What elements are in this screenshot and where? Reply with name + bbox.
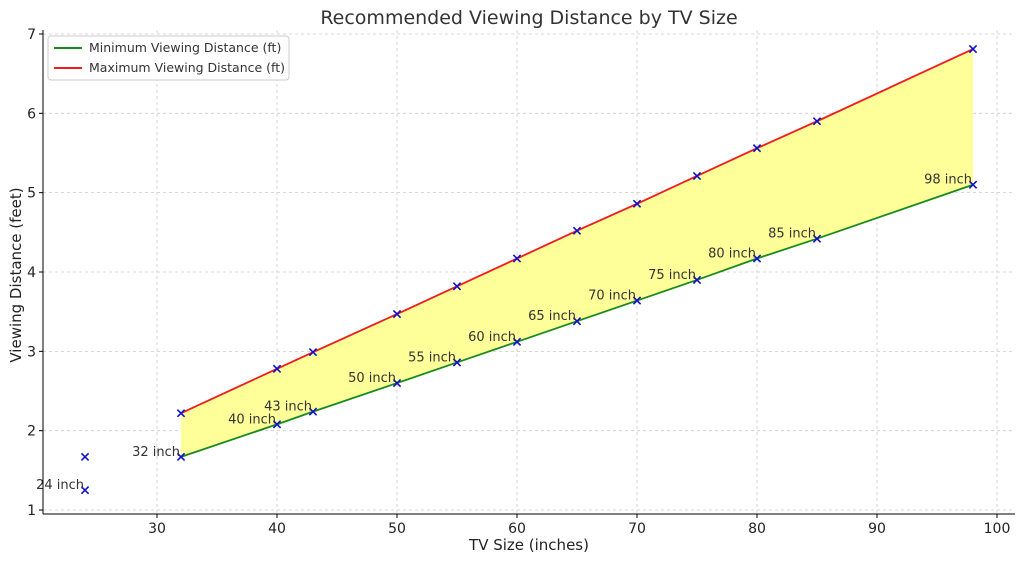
chart-title: Recommended Viewing Distance by TV Size — [320, 7, 737, 29]
data-point-marker — [272, 364, 282, 373]
data-point-marker — [308, 407, 318, 416]
data-point-marker — [452, 358, 462, 367]
point-label: 98 inch — [924, 173, 972, 188]
data-point-marker — [752, 144, 762, 153]
data-point-marker — [308, 347, 318, 357]
data-point-marker — [968, 180, 978, 189]
y-tick-label: 7 — [27, 27, 36, 43]
data-point-marker — [572, 317, 582, 326]
x-tick-label: 70 — [628, 521, 646, 537]
x-tick-label: 30 — [148, 521, 166, 537]
data-point-marker — [572, 226, 582, 235]
x-tick-label: 40 — [268, 521, 286, 537]
y-tick-label: 6 — [27, 106, 36, 122]
data-point-marker — [692, 171, 702, 181]
point-label: 75 inch — [648, 268, 696, 283]
data-point-marker — [80, 486, 90, 495]
point-label: 40 inch — [228, 412, 276, 427]
data-point-marker — [632, 296, 642, 305]
data-point-marker — [452, 282, 462, 291]
data-point-marker — [176, 409, 186, 418]
series-line-minimum — [180, 183, 974, 458]
legend: Minimum Viewing Distance (ft) Maximum Vi… — [47, 35, 290, 81]
series-lines — [180, 48, 974, 458]
x-tick-label: 50 — [388, 521, 406, 537]
data-point-marker — [812, 117, 822, 126]
legend-label-maximum: Maximum Viewing Distance (ft) — [89, 60, 285, 75]
point-label: 55 inch — [408, 350, 456, 365]
data-point-marker — [392, 309, 402, 319]
point-label: 24 inch — [36, 478, 84, 493]
data-point-marker — [632, 199, 642, 208]
data-point-marker — [272, 420, 282, 429]
point-label: 70 inch — [588, 289, 636, 304]
data-point-marker — [968, 44, 978, 54]
x-tick-label: 60 — [508, 521, 526, 537]
x-tick-label: 100 — [984, 521, 1011, 537]
legend-box — [47, 35, 290, 81]
data-point-marker — [752, 254, 762, 263]
series-line-maximum — [180, 48, 974, 415]
point-label: 50 inch — [348, 371, 396, 386]
point-label: 85 inch — [768, 227, 816, 242]
point-label: 65 inch — [528, 309, 576, 324]
y-tick-label: 5 — [27, 186, 36, 202]
data-point-marker — [392, 378, 402, 388]
y-tick-label: 3 — [27, 344, 36, 360]
range-fill — [181, 49, 973, 457]
data-point-marker — [512, 337, 522, 346]
y-tick-label: 2 — [27, 424, 36, 440]
data-point-marker — [176, 452, 186, 462]
point-label: 60 inch — [468, 330, 516, 345]
x-tick-label: 80 — [748, 521, 766, 537]
x-axis-label: TV Size (inches) — [468, 536, 589, 554]
data-point-marker — [80, 452, 90, 462]
tick-labels: 30 40 50 60 70 80 90 100 1 2 3 4 5 6 7 — [27, 27, 1010, 537]
data-point-marker — [512, 254, 522, 263]
data-markers — [80, 44, 978, 495]
point-label: 43 inch — [264, 400, 312, 415]
point-label: 80 inch — [708, 247, 756, 262]
point-label: 32 inch — [132, 445, 180, 460]
data-point-marker — [692, 275, 702, 285]
y-axis-label: Viewing Distance (feet) — [7, 187, 25, 362]
legend-label-minimum: Minimum Viewing Distance (ft) — [89, 40, 281, 55]
y-tick-label: 4 — [27, 265, 36, 281]
y-tick-label: 1 — [27, 503, 36, 519]
data-point-marker — [812, 234, 822, 243]
x-tick-label: 90 — [868, 521, 886, 537]
